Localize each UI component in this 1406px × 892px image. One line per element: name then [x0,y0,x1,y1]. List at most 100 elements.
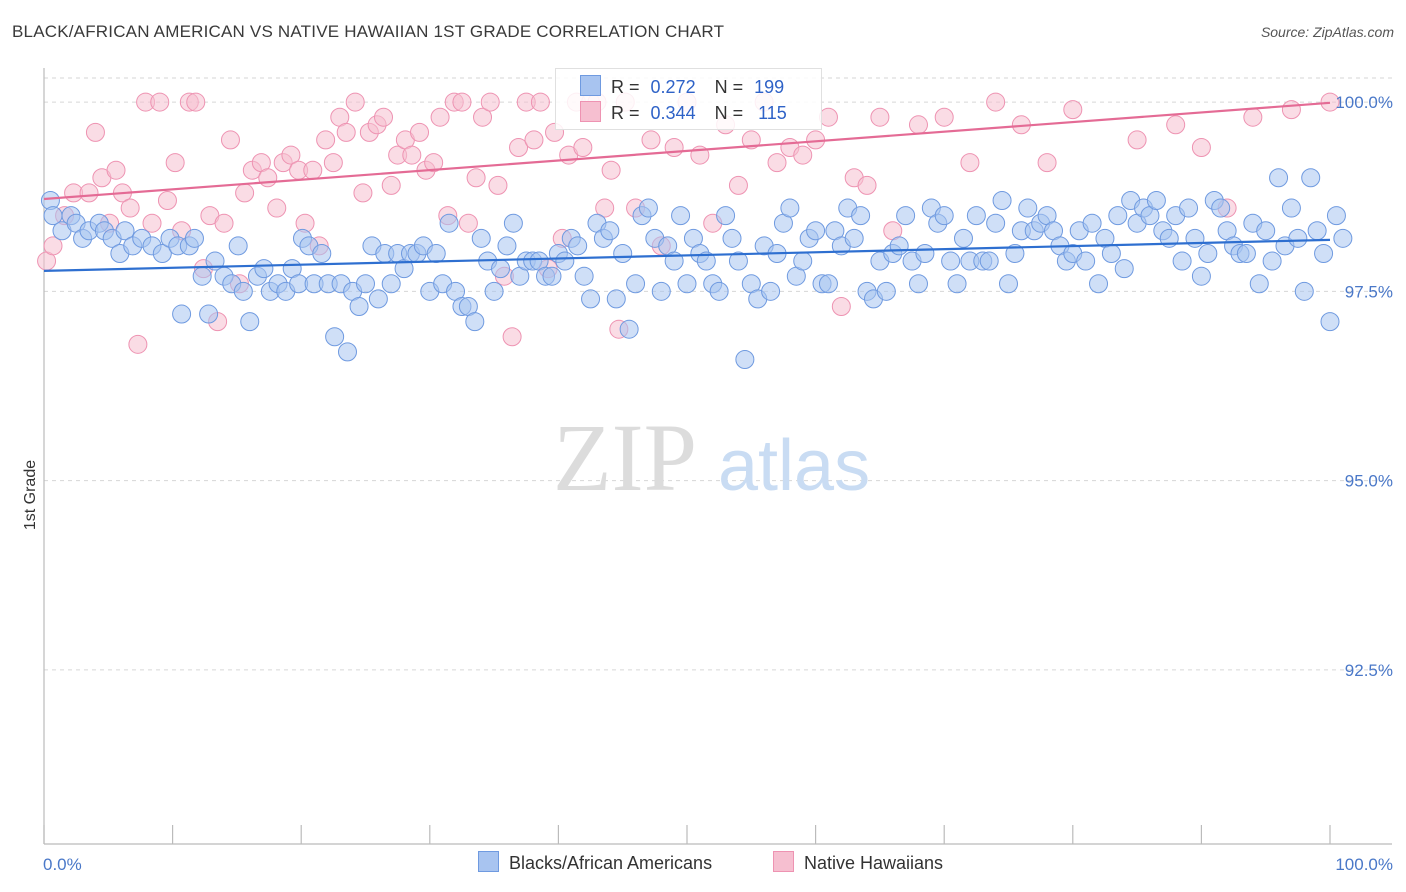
blue-point [1179,198,1199,218]
blue-point [979,251,999,271]
blue-point [947,274,967,294]
pink-point [214,213,234,233]
pink-point [142,213,162,233]
blue-point [426,243,446,263]
watermark: ZIP atlas [553,404,870,511]
pink-point [424,153,444,173]
legend-r-value-blue: 0.272 [650,77,696,97]
blue-point [966,206,986,226]
legend-n-label: N = [714,77,744,97]
blue-point [1256,221,1276,241]
legend-row-pink: R = 0.344 N = 115 [580,101,787,125]
blue-point [1191,266,1211,286]
blue-point [1301,168,1321,188]
blue-point [1236,243,1256,263]
watermark-atlas: atlas [718,426,870,506]
blue-point [1185,228,1205,248]
blue-point [484,281,504,301]
pink-point [1127,130,1147,150]
pink-trend-line [43,101,1331,201]
blue-point [325,327,345,347]
pink-point [410,122,430,142]
pink-point [336,122,356,142]
pink-point [150,92,170,112]
blue-point [1198,243,1218,263]
blue-point [709,281,729,301]
blue-point [851,206,871,226]
legend-row-blue: R = 0.272 N = 199 [580,75,784,99]
blue-point [199,304,219,324]
blue-point [172,304,192,324]
pink-point [79,183,99,203]
blue-point [1211,198,1231,218]
legend-r-label: R = [611,103,640,123]
blue-point [761,281,781,301]
pink-point [831,296,851,316]
pink-point [480,92,500,112]
pink-point [1166,115,1186,135]
pink-point [1037,153,1057,173]
pink-point [857,175,877,195]
blue-point [651,281,671,301]
blue-point [1320,312,1340,332]
pink-point [1243,107,1263,127]
pink-point [258,168,278,188]
blue-point [818,274,838,294]
legend-r-value-pink: 0.344 [650,103,696,123]
blue-point [337,342,357,362]
pink-point [1281,100,1301,120]
blue-point [1101,243,1121,263]
blue-point [491,259,511,279]
pink-point [960,153,980,173]
blue-point [581,289,601,309]
pink-point [908,115,928,135]
pink-point [728,175,748,195]
pink-point [767,153,787,173]
y-axis-title: 1st Grade [22,460,39,530]
blue-point [1172,251,1192,271]
blue-point [368,289,388,309]
bottom-legend-pink: Native Hawaiians [773,851,943,874]
pink-point [85,122,105,142]
pink-point [509,137,529,157]
pink-point [316,130,336,150]
pink-point [186,92,206,112]
pink-point [323,153,343,173]
blue-point [1005,243,1025,263]
blue-point [312,243,332,263]
legend-n-value-pink: 115 [758,103,787,123]
pink-point [524,130,544,150]
pink-point [595,198,615,218]
blue-point [953,228,973,248]
blue-point [356,274,375,294]
pink-point [530,92,550,112]
blue-point [1269,168,1289,188]
y-tick-label: 92.5% [1345,661,1393,680]
blue-point [152,243,172,263]
trend-lines [43,101,1331,272]
pink-point [157,190,177,210]
blue-point [439,213,459,233]
x-tick-label: 100.0% [1335,855,1393,874]
blue-point [503,213,523,233]
blue-point [915,243,935,263]
pink-point [220,130,240,150]
legend-n-value-blue: 199 [754,77,785,97]
blue-point [722,228,742,248]
blue-point [1314,243,1334,263]
blue-point [992,190,1012,210]
pink-point [458,213,478,233]
blue-point [1307,221,1327,241]
blue-point [542,266,562,286]
pink-point [641,130,661,150]
pink-point [741,130,761,150]
blue-point [793,251,813,271]
legend-swatch-blue [580,75,601,96]
blue-point [696,251,716,271]
chart-title: BLACK/AFRICAN AMERICAN VS NATIVE HAWAIIA… [12,22,725,41]
tick-labels: 100.0% 97.5% 95.0% 92.5% 0.0% 100.0% [43,93,1393,874]
blue-point [465,312,485,332]
bottom-legend-label-blue: Blacks/African Americans [509,853,713,873]
blue-point [780,198,800,218]
blue-point [240,312,260,332]
